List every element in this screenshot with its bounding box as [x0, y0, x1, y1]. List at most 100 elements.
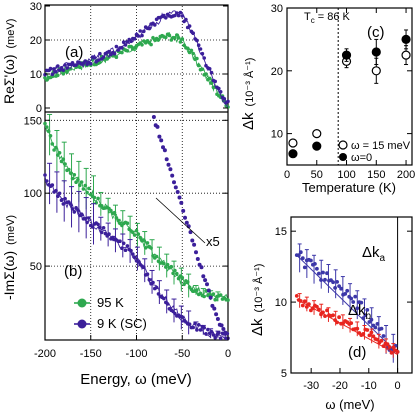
data-point-b-x5 — [168, 167, 173, 172]
data-point-b-x5 — [183, 215, 187, 220]
data-point-a — [195, 56, 199, 61]
data-point-a — [189, 48, 194, 53]
data-point-a — [107, 49, 111, 54]
data-point-a — [153, 23, 157, 27]
panel-a-ylabel: ReΣ'(ω)(meV) — [1, 19, 17, 104]
data-point-b-x5 — [184, 220, 189, 225]
data-point-b — [175, 271, 179, 276]
data-point-b-x5 — [214, 312, 219, 317]
data-point-a — [200, 51, 205, 56]
xtick-label-c: 0 — [284, 169, 290, 181]
data-point-b — [147, 277, 152, 282]
data-point-b — [162, 296, 166, 301]
data-point-b-x5 — [219, 323, 224, 328]
data-point-dkb — [321, 310, 325, 315]
legend-95k-marker — [77, 298, 87, 308]
data-point-b-x5 — [166, 162, 171, 167]
data-point-b — [67, 167, 71, 172]
xtick-label-d: -30 — [303, 380, 319, 392]
data-point-b-x5 — [195, 257, 200, 261]
data-point-b — [101, 226, 106, 230]
data-point-b-x5 — [175, 190, 180, 194]
data-point-dka — [375, 322, 380, 326]
data-point-a — [83, 59, 88, 63]
data-point-dkb — [371, 334, 376, 339]
data-point-a — [191, 51, 195, 56]
data-point-b-x5 — [225, 331, 230, 336]
panel-c-ticks: 10 20 30 0 50 100 150 200 — [271, 3, 415, 181]
data-point-b — [45, 179, 49, 183]
data-point-a — [140, 33, 144, 38]
data-point-c-filled — [312, 141, 322, 151]
data-point-dka — [345, 288, 350, 293]
data-point-b — [87, 216, 91, 220]
data-point-a — [202, 56, 206, 60]
data-point-dka — [379, 326, 384, 331]
data-point-b — [50, 183, 55, 187]
data-point-b — [72, 173, 77, 177]
data-point-a — [54, 70, 58, 74]
data-point-dkb — [387, 345, 392, 349]
x5-annotation: x5 — [206, 234, 220, 249]
legend-filled-label: ω=0 — [351, 152, 372, 164]
data-point-b-x5 — [151, 115, 156, 119]
panel-b-legend: 95 K 9 K (SC) — [74, 295, 147, 331]
data-point-a — [222, 97, 227, 101]
panel-a-label: (a) — [65, 44, 83, 61]
xtick-label-b: -100 — [125, 348, 147, 360]
data-point-a — [65, 66, 69, 70]
data-point-b-x5 — [164, 157, 169, 162]
data-point-b — [96, 196, 100, 201]
panel-c-label: (c) — [367, 24, 385, 41]
panel-c-marks — [288, 8, 411, 165]
panel-d-marks — [294, 217, 400, 373]
data-point-b — [118, 239, 122, 243]
data-point-dkb — [300, 303, 305, 308]
data-point-b — [125, 221, 130, 225]
panel-ab-xlabel: Energy, ω (meV) — [80, 371, 191, 388]
data-point-b-x5 — [155, 124, 160, 129]
data-point-a — [61, 68, 66, 72]
data-point-dka — [373, 325, 378, 330]
data-point-b — [59, 198, 64, 202]
data-point-a — [164, 35, 168, 40]
data-point-c-open — [371, 66, 381, 76]
data-point-b-x5 — [162, 148, 167, 153]
data-point-a — [149, 42, 153, 47]
data-point-b — [96, 222, 100, 227]
data-point-b — [50, 142, 55, 146]
data-point-b-x5 — [199, 265, 204, 270]
data-point-dkb — [395, 350, 400, 354]
data-point-a — [129, 39, 133, 44]
data-point-a — [136, 34, 141, 38]
data-point-b-x5 — [192, 242, 197, 247]
data-point-dka — [317, 271, 321, 276]
data-point-b — [109, 208, 113, 213]
data-point-dka — [300, 256, 305, 261]
data-point-dka — [321, 270, 325, 275]
data-point-b — [154, 254, 159, 259]
data-point-b — [72, 210, 77, 214]
data-point-b — [87, 186, 91, 191]
data-point-b-x5 — [177, 195, 182, 200]
xtick-label-c: 150 — [367, 169, 385, 181]
panel-ab: (a) (b) x5 95 K 9 K (SC) 0 10 20 30 50 100 150… — [1, 1, 231, 388]
data-point-a — [173, 36, 177, 40]
ytick-label-c: 20 — [271, 66, 283, 78]
tc-annotation: Tc = 86 K — [304, 11, 351, 25]
data-point-c-open — [312, 129, 322, 139]
data-point-a — [121, 40, 126, 44]
panel-ab-gridlines — [45, 6, 228, 339]
panel-d: 5 10 15 -30 -20 -10 0 (d) Δka Δkb Δk(10⁻³ Å⁻¹)… — [249, 216, 413, 412]
data-point-b — [198, 328, 203, 332]
data-point-b-x5 — [203, 278, 208, 283]
data-point-a — [43, 72, 47, 77]
data-point-dka — [381, 334, 386, 338]
data-point-b — [218, 336, 223, 341]
data-point-b — [123, 248, 128, 252]
data-point-a — [198, 47, 203, 51]
data-point-b — [131, 230, 135, 235]
data-point-b — [145, 272, 150, 277]
data-point-a — [191, 31, 195, 35]
data-point-dka — [302, 265, 307, 270]
